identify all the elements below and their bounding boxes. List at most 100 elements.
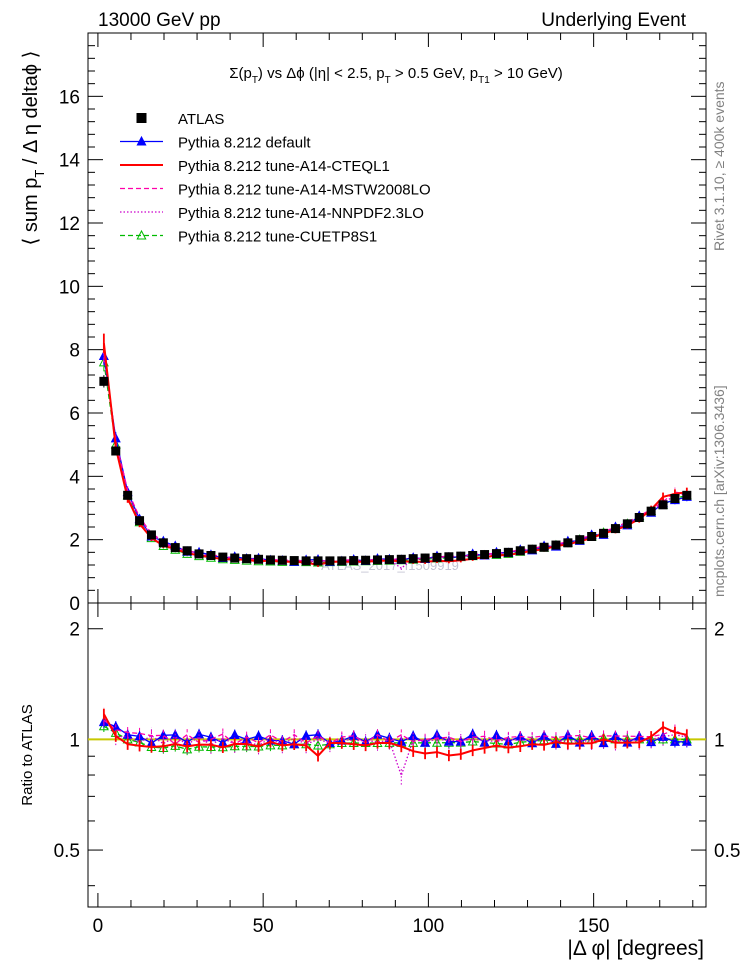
data-point: [610, 524, 620, 534]
analysis-label: Underlying Event: [541, 10, 686, 31]
data-point: [503, 547, 513, 557]
data-point: [146, 530, 156, 540]
data-point: [230, 553, 240, 563]
ratio-point: [265, 739, 276, 750]
data-point: [587, 532, 597, 541]
ratio-y-ticks: 0.5 0.5 1 1 2 2: [54, 620, 740, 887]
ratio-point: [229, 740, 240, 751]
legend-label: ATLAS: [178, 111, 224, 128]
data-point: [158, 538, 168, 548]
legend: ATLAS Pythia 8.212 default Pythia 8.212 tu…: [120, 111, 431, 246]
plot-title: Σ(pT) vs Δϕ (|η| < 2.5, pT > 0.5 GeV, pT…: [229, 65, 563, 86]
data-point: [289, 556, 299, 566]
main-series-layer: [98, 333, 692, 571]
data-point: [396, 554, 406, 564]
ratio-y-tick-label: 1: [69, 730, 80, 751]
legend-entry: Pythia 8.212 tune-A14-MSTW2008LO: [120, 182, 431, 199]
ratio-y-tick-label-right: 0.5: [714, 841, 740, 862]
data-point: [182, 546, 192, 556]
data-point: [420, 553, 430, 563]
data-point: [599, 528, 609, 538]
legend-label: Pythia 8.212 tune-CUETP8S1: [178, 229, 377, 246]
data-point: [361, 555, 371, 565]
ratio-point: [669, 736, 680, 746]
main-y-tick-label: 16: [59, 87, 80, 108]
ratio-y-tick-label-right: 1: [714, 730, 725, 751]
data-point: [491, 549, 501, 559]
ratio-y-tick-label: 2: [69, 620, 80, 641]
data-point: [254, 554, 264, 564]
main-y-tick-label: 6: [69, 404, 80, 425]
data-point: [432, 552, 442, 562]
data-point: [480, 550, 490, 560]
ratio-point: [408, 730, 419, 741]
y-axis-label: ⟨ sum pT / Δ η deltaϕ ⟩: [20, 51, 47, 246]
data-point: [622, 519, 632, 529]
main-y-tick-label: 0: [69, 594, 80, 615]
data-point: [539, 542, 549, 552]
x-tick-label: 50: [253, 916, 274, 937]
x-tick-label: 100: [413, 916, 445, 937]
legend-label: Pythia 8.212 tune-A14-MSTW2008LO: [178, 182, 431, 199]
data-point: [277, 555, 287, 565]
ratio-line: [103, 713, 688, 758]
data-point: [658, 500, 668, 510]
data-point: [444, 552, 454, 562]
ratio-series-pythia-8-212-tune-cuetp8s1: [98, 720, 692, 756]
ratio-y-axis-label: Ratio to ATLAS: [19, 704, 36, 805]
data-point: [337, 556, 347, 566]
data-point: [349, 556, 359, 566]
x-tick-label: 150: [578, 916, 610, 937]
data-point: [301, 556, 311, 566]
series-atlas: [99, 375, 692, 566]
main-y-tick-label: 10: [59, 277, 80, 298]
data-point: [575, 535, 585, 545]
data-point: [313, 556, 323, 566]
main-y-tick-label: 2: [69, 531, 80, 552]
data-point: [634, 513, 644, 522]
ratio-line: [103, 715, 687, 778]
ratio-series-layer: [88, 707, 706, 785]
legend-marker: [136, 135, 147, 146]
ratio-plot-frame: [87, 602, 707, 908]
data-point: [135, 516, 145, 526]
data-point: [646, 506, 656, 516]
data-point: [670, 494, 680, 503]
data-point: [515, 546, 525, 556]
x-axis-label: |Δ φ| [degrees]: [567, 937, 704, 960]
data-point: [551, 540, 561, 550]
main-y-ticks: 0 2 4 6 8 10 12 14 16: [59, 45, 706, 615]
main-y-tick-label: 4: [69, 467, 80, 488]
data-point: [206, 551, 216, 560]
x-tick-label: 0: [93, 916, 104, 937]
data-point: [408, 554, 418, 564]
data-point: [123, 490, 133, 500]
legend-entry: Pythia 8.212 default: [120, 135, 311, 152]
data-point: [194, 549, 204, 559]
legend-marker: [136, 113, 147, 123]
ratio-panel: 0 50 100 150 0.5 0.5 1 1 2 2: [54, 602, 740, 937]
data-point: [325, 556, 335, 566]
side-label-rivet: Rivet 3.1.10, ≥ 400k events: [711, 81, 727, 251]
ratio-y-tick-label-right: 2: [714, 620, 725, 641]
legend-marker: [136, 229, 147, 240]
ratio-y-tick-label: 0.5: [54, 841, 80, 862]
data-point: [218, 552, 228, 562]
data-point: [99, 376, 109, 386]
legend-label: Pythia 8.212 tune-A14-NNPDF2.3LO: [178, 205, 424, 222]
legend-entry: Pythia 8.212 tune-A14-CTEQL1: [120, 158, 390, 175]
ratio-point: [312, 739, 324, 750]
data-point: [242, 554, 252, 564]
ratio-series-pythia-8-212-tune-a14-cteql1: [102, 708, 688, 762]
legend-entry: ATLAS: [136, 111, 224, 128]
ratio-point: [229, 729, 240, 739]
data-point: [384, 555, 394, 565]
data-point: [265, 555, 275, 565]
legend-label: Pythia 8.212 default: [178, 135, 311, 152]
legend-entry: Pythia 8.212 tune-CUETP8S1: [120, 229, 377, 246]
data-point: [563, 538, 573, 548]
data-point: [456, 551, 466, 561]
main-x-ticks: [97, 33, 694, 603]
